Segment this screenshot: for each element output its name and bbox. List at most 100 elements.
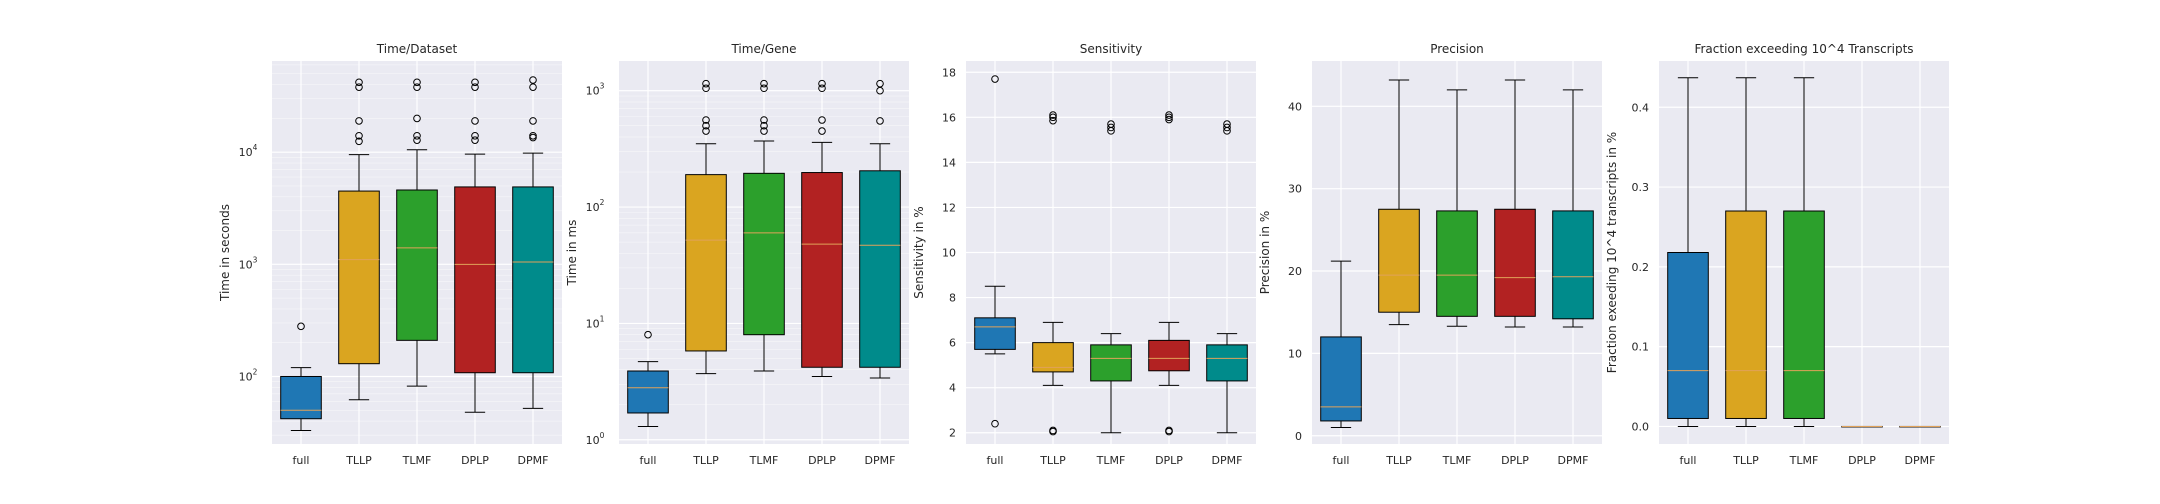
outlier-point [818, 79, 826, 88]
outlier-point [413, 83, 421, 91]
x-tick-label: TLLP [692, 454, 719, 467]
box-body [743, 172, 785, 336]
panel-title: Sensitivity [1080, 42, 1142, 56]
outlier-point [702, 127, 710, 135]
y-tick-exponent: 3 [600, 82, 605, 91]
x-tick-label: TLLP [1732, 454, 1759, 467]
outlier-point [1223, 123, 1231, 132]
box-body [396, 189, 438, 341]
y-tick-label: 0.1 [1632, 341, 1650, 354]
y-tick-exponent: 1 [600, 314, 605, 323]
outlier-point [413, 114, 421, 123]
x-tick-label: full [1680, 454, 1697, 467]
panel-title: Time/Dataset [376, 42, 458, 56]
panel-title: Time/Gene [730, 42, 796, 56]
y-tick-label: 4 [949, 382, 956, 395]
box-body [974, 317, 1016, 350]
panel-4: full TLLP TLMF DPLP DPMF 0 10 20 30 40 Precision Pr… [1258, 42, 1602, 467]
box-body [1552, 210, 1594, 320]
x-tick-label: full [987, 454, 1004, 467]
outlier-point [471, 131, 479, 140]
y-tick-label: 20 [1288, 265, 1302, 278]
panel-1: full TLLP TLMF DPLP DPMF102103104Time/Datase… [218, 42, 562, 467]
box-body [1494, 208, 1536, 317]
outlier-point [991, 419, 999, 428]
box-body [627, 370, 669, 414]
box-body [1320, 336, 1362, 422]
y-tick-label: 12 [942, 201, 956, 214]
panel-2: full TLLP TLMF DPLP DPMF100101102103Time/Gen… [565, 42, 909, 467]
outlier-point [1049, 116, 1057, 125]
y-axis-label: Sensitivity in % [912, 206, 926, 298]
box-full [1667, 77, 1709, 427]
y-axis-label: Time in seconds [218, 204, 232, 302]
y-tick-label: 0 [1295, 430, 1302, 443]
outlier-point [991, 75, 999, 83]
y-axis-label: Time in ms [565, 220, 579, 287]
outlier-point [1107, 120, 1115, 128]
x-tick-label: full [293, 454, 310, 467]
outlier-point [818, 127, 826, 135]
outlier-point [471, 83, 479, 91]
y-tick-label: 10 [942, 247, 956, 260]
panel-title: Fraction exceeding 10^4 Transcripts [1694, 42, 1913, 56]
outlier-point [413, 131, 421, 140]
box-DPMF [1206, 120, 1248, 434]
x-tick-label: TLMF [1096, 454, 1126, 467]
y-tick-exponent: 0 [600, 431, 605, 440]
y-tick-base: 10 [239, 370, 253, 383]
y-tick-label: 16 [942, 111, 956, 124]
box-TLLP [1032, 111, 1074, 436]
outlier-point [355, 137, 363, 146]
outlier-point [818, 116, 826, 124]
box-TLLP [1378, 79, 1420, 326]
y-tick-exponent: 2 [600, 198, 605, 207]
box-body [1090, 344, 1132, 382]
box-body [1725, 210, 1767, 419]
outlier-point [471, 78, 479, 87]
y-tick-label: 40 [1288, 100, 1302, 113]
y-tick-label: 0.3 [1632, 181, 1650, 194]
y-tick-label: 8 [949, 292, 956, 305]
y-tick-label: 104 [239, 143, 258, 159]
x-tick-label: TLLP [1039, 454, 1066, 467]
box-DPMF [1552, 89, 1594, 328]
x-tick-label: DPMF [1905, 454, 1936, 467]
y-tick-label: 10 [1288, 347, 1302, 360]
panel-title: Precision [1430, 42, 1484, 56]
box-body [1378, 208, 1420, 313]
y-tick-label: 2 [949, 427, 956, 440]
outlier-point [876, 79, 884, 88]
x-tick-label: TLLP [345, 454, 372, 467]
outlier-point [1165, 111, 1173, 119]
x-tick-label: DPMF [865, 454, 896, 467]
y-tick-label: 14 [942, 156, 956, 169]
panel-5: full TLLP TLMF DPLP DPMF 0.0 0.1 0.2 0.3 0.4 Fract… [1605, 42, 1949, 467]
y-tick-exponent: 2 [253, 367, 258, 376]
box-DPLP [454, 78, 496, 413]
box-full [974, 75, 1016, 428]
box-body [685, 174, 727, 352]
outlier-point [760, 127, 768, 135]
box-body [1206, 344, 1248, 382]
y-tick-label: 102 [239, 367, 258, 383]
outlier-point [760, 116, 768, 124]
outlier-point [355, 78, 363, 87]
outlier-point [471, 117, 479, 125]
box-TLMF [396, 78, 438, 387]
outlier-point [1049, 426, 1057, 435]
outlier-point [529, 117, 537, 125]
outlier-point [529, 83, 537, 91]
x-tick-label: full [1333, 454, 1350, 467]
y-tick-label: 18 [942, 66, 956, 79]
y-tick-label: 100 [586, 431, 605, 447]
y-tick-base: 10 [586, 201, 600, 214]
box-body [1783, 210, 1825, 419]
outlier-point [760, 121, 768, 130]
y-tick-label: 6 [949, 337, 956, 350]
box-DPMF [1899, 425, 1941, 428]
box-TLMF [1090, 120, 1132, 434]
outlier-point [355, 83, 363, 91]
outlier-point [702, 121, 710, 130]
